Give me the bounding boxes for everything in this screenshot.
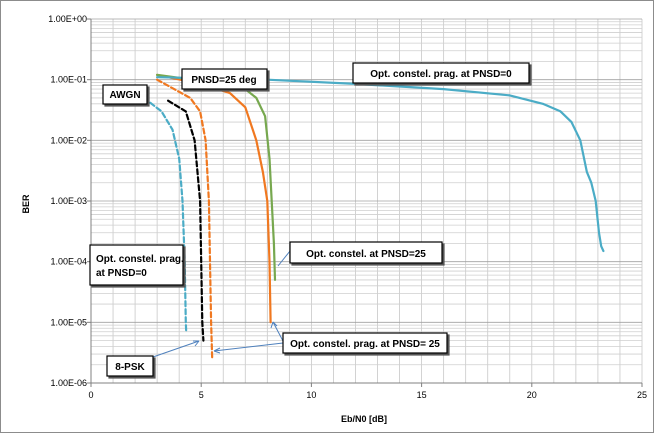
annotation-pnsd25deg-text: PNSD=25 deg [191,75,256,86]
series-group [142,73,605,360]
x-tick-label: 25 [637,390,647,400]
y-tick-label: 1.00E-04 [50,257,87,267]
x-tick-label: 5 [199,390,204,400]
annotation-awgn: AWGN [102,84,148,105]
y-tick-label: 1.00E-03 [50,196,87,206]
annotation-opt-prag-25: Opt. constel. prag. at PNSD= 25 [213,321,448,354]
annotation-opt-constel-25-text: Opt. constel. at PNSD=25 [306,249,426,260]
y-tick-label: 1.00E-06 [50,378,87,388]
series-line-1 [167,99,205,342]
annotation-opt-prag-0-left: Opt. constel. prag. at PNSD=0 [89,244,184,286]
x-tick-label: 20 [527,390,537,400]
annotation-opt-prag-25-text: Opt. constel. prag. at PNSD= 25 [290,339,440,350]
annotation-opt-prag-0-left-line2: at PNSD=0 [96,268,147,279]
annotation-pnsd25deg: PNSD=25 deg [181,68,268,90]
series-line-2 [156,78,214,360]
series-line-5 [156,76,605,253]
annotation-opt-prag-0-left-line1: Opt. constel. prag. [96,254,184,265]
x-tick-label: 15 [417,390,427,400]
axes [87,18,643,387]
annotation-awgn-text: AWGN [109,90,140,101]
x-tick-label: 0 [88,390,93,400]
x-tick-label: 10 [306,390,316,400]
annotation-opt-constel-25: Opt. constel. at PNSD=25 [277,241,443,267]
y-axis-title: BER [21,194,31,214]
series-line-0 [142,96,188,333]
y-tick-label: 1.00E-05 [50,317,87,327]
annotations: AWGN PNSD=25 deg Opt. constel. prag. at … [89,62,530,377]
y-tick-label: 1.00E-02 [50,135,87,145]
y-tick-label: 1.00E-01 [50,75,87,85]
annotation-psk8: 8-PSK [106,340,200,377]
annotation-opt-prag-0-top: Opt. constel. prag. at PNSD=0 [352,62,530,84]
y-tick-label: 1.00E+00 [48,14,87,24]
tick-labels: 0 5 10 15 20 25 1.00E-06 1.00E-05 1.00E-04 1.00E-… [48,14,647,400]
x-axis-title: Eb/N0 [dB] [341,414,387,424]
annotation-psk8-text: 8-PSK [115,362,145,373]
annotation-opt-prag-0-top-text: Opt. constel. prag. at PNSD=0 [370,69,512,80]
